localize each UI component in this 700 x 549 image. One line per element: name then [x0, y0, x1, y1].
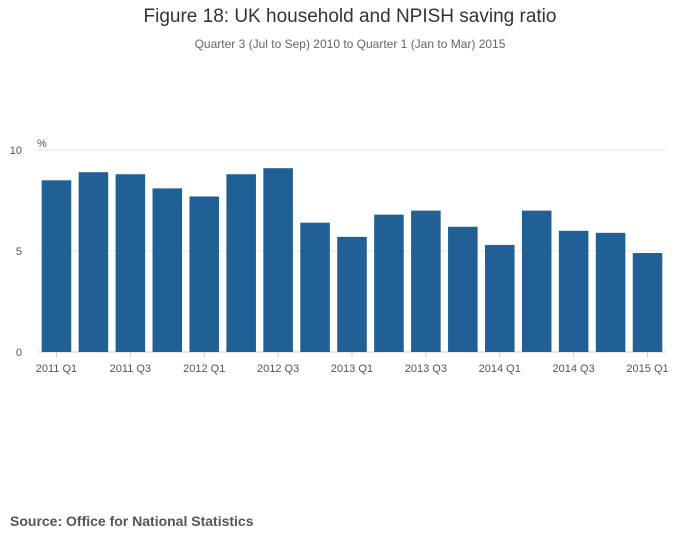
y-tick-label: 10	[10, 145, 22, 157]
bar	[595, 232, 626, 352]
chart-subtitle: Quarter 3 (Jul to Sep) 2010 to Quarter 1…	[194, 37, 506, 51]
bar-chart: 0 5 10% 2011 Q1 2011 Q3 2012 Q1 2012 Q3 2013 Q1…	[10, 138, 669, 375]
chart-title: Figure 18: UK household and NPISH saving…	[143, 6, 557, 27]
bar	[521, 210, 552, 352]
x-tick-label: 2014 Q3	[553, 363, 595, 375]
bar	[448, 226, 478, 352]
bar	[558, 230, 589, 352]
y-tick-label: 5	[16, 246, 22, 258]
bar	[41, 180, 72, 352]
y-tick-label: 0	[16, 347, 22, 359]
x-tick-label: 2014 Q1	[479, 363, 521, 375]
x-tick-label: 2011 Q3	[110, 363, 151, 375]
bar	[337, 236, 367, 352]
bar	[115, 174, 146, 352]
bar	[263, 168, 293, 352]
x-tick-label: 2013 Q3	[405, 363, 447, 375]
x-tick-label: 2012 Q1	[183, 363, 225, 375]
x-tick-label: 2011 Q1	[36, 363, 77, 375]
bar	[411, 210, 441, 352]
x-tick-label: 2012 Q3	[257, 363, 299, 375]
source-note: Source: Office for National Statistics	[10, 513, 254, 529]
bar	[632, 253, 663, 352]
y-unit-label: %	[37, 138, 47, 150]
bar	[226, 174, 256, 352]
x-tick-label: 2013 Q1	[331, 363, 373, 375]
bar	[152, 188, 183, 352]
bar	[300, 222, 330, 352]
bar	[484, 244, 515, 352]
bar	[189, 196, 220, 352]
bar	[374, 214, 404, 352]
x-tick-label: 2015 Q1	[626, 363, 668, 375]
bar	[78, 172, 109, 352]
